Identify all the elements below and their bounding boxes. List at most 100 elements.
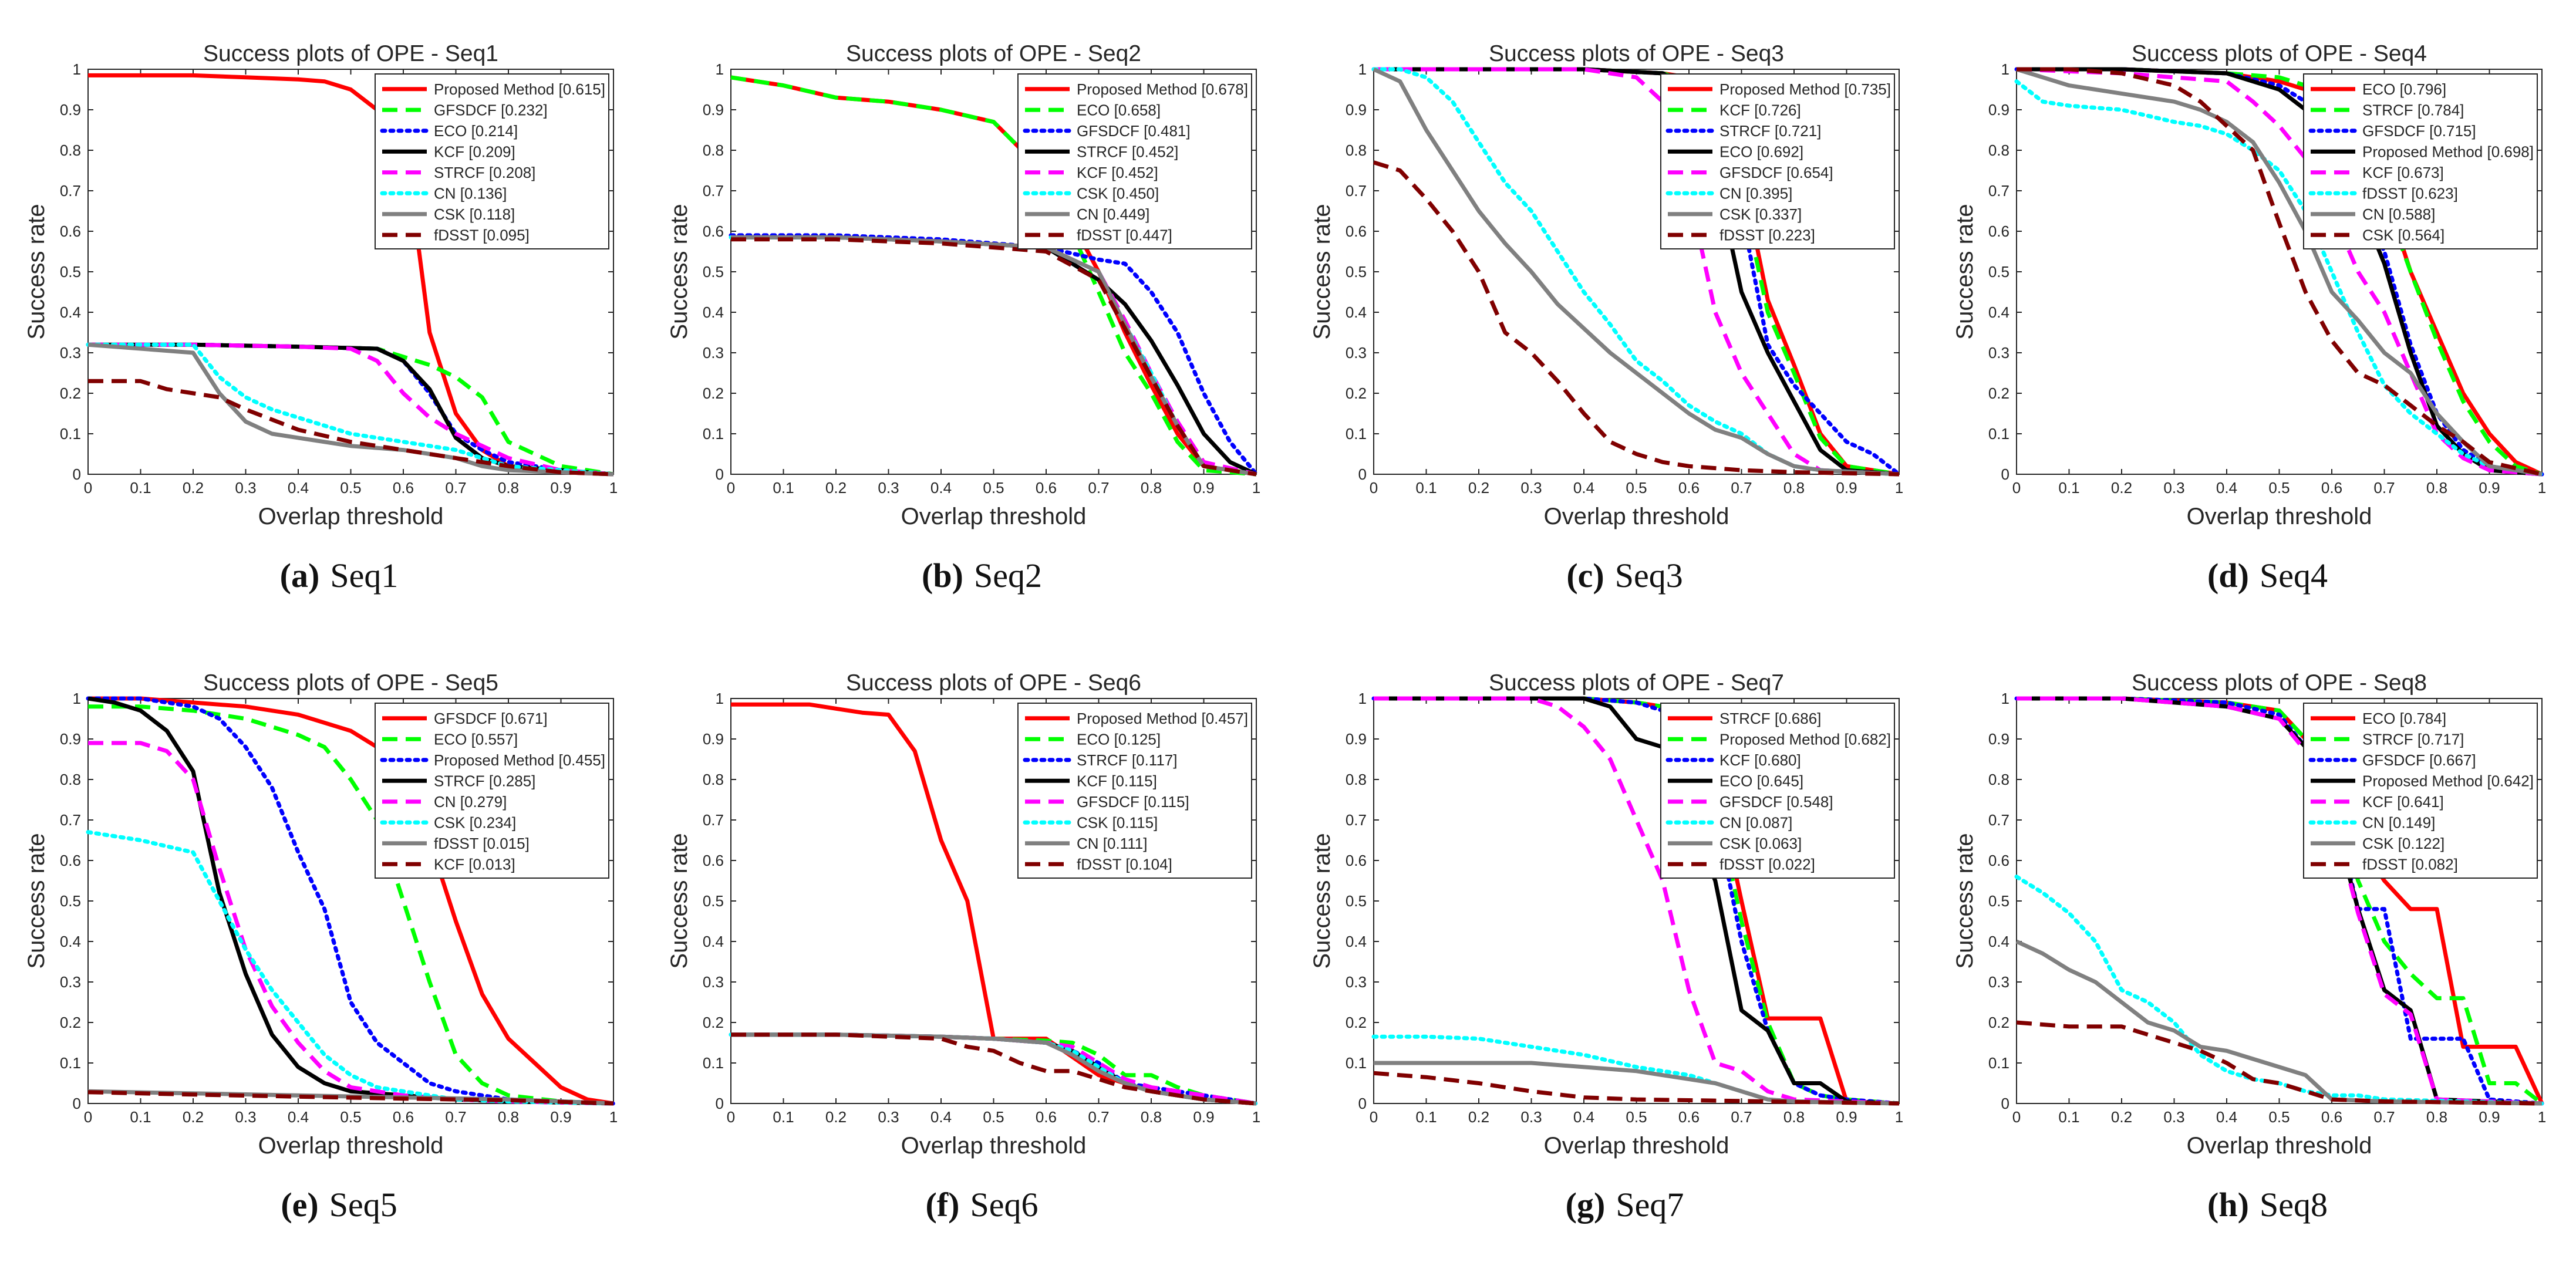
x-tick-label: 0.2 [1468, 1108, 1489, 1126]
y-tick-label: 0.8 [1988, 141, 2009, 159]
y-tick-label: 0.3 [1346, 973, 1367, 991]
y-tick-label: 0.8 [60, 771, 81, 788]
x-tick-label: 0.4 [2216, 479, 2237, 497]
y-tick-label: 0.9 [1346, 101, 1367, 119]
legend-box [1017, 73, 1252, 249]
series-line-eco [88, 704, 614, 1106]
legend-entry: Proposed Method [0.455] [434, 751, 605, 769]
x-tick-label: 0.9 [550, 479, 571, 497]
y-tick-label: 0.4 [1988, 303, 2009, 321]
panel-caption: (a) Seq1 [280, 556, 399, 595]
x-tick-label: 1 [609, 479, 618, 497]
x-tick-label: 0.6 [2321, 1108, 2342, 1126]
chart-title: Success plots of OPE - Seq6 [846, 670, 1141, 696]
x-tick-label: 0 [727, 1108, 735, 1126]
x-axis-label: Overlap threshold [1544, 504, 1729, 529]
x-tick-label: 1 [1252, 1108, 1260, 1126]
chart-title: Success plots of OPE - Seq7 [1489, 670, 1784, 696]
x-tick-label: 0.2 [825, 479, 847, 497]
legend-entry: STRCF [0.686] [1719, 710, 1821, 727]
y-tick-label: 0.4 [1346, 303, 1367, 321]
series-line-fdsst [2016, 1020, 2543, 1106]
y-axis-label: Success rate [23, 833, 49, 968]
x-tick-label: 0.4 [1573, 479, 1594, 497]
legend-entry: KCF [0.673] [2362, 164, 2444, 181]
x-tick-label: 0.9 [1836, 479, 1857, 497]
y-axis-label: Success rate [1309, 833, 1335, 968]
x-tick-label: 0.6 [1678, 1108, 1700, 1126]
x-tick-label: 0.7 [1088, 479, 1109, 497]
x-tick-label: 0.1 [130, 479, 151, 497]
legend-entry: CSK [0.115] [1077, 814, 1158, 831]
x-tick-label: 0.4 [288, 1108, 309, 1126]
y-tick-label: 0.3 [703, 973, 724, 991]
legend-entry: fDSST [0.223] [1719, 226, 1815, 244]
y-tick-label: 0.2 [1988, 1014, 2009, 1031]
y-tick-label: 0 [1358, 465, 1367, 483]
x-tick-label: 0.3 [878, 479, 899, 497]
legend-entry: CSK [0.234] [434, 814, 516, 831]
y-tick-label: 0.9 [1346, 730, 1367, 748]
x-tick-label: 0.7 [445, 1108, 466, 1126]
legend-entry: GFSDCF [0.232] [434, 101, 548, 119]
x-tick-label: 0.5 [2268, 1108, 2290, 1126]
x-axis-label: Overlap threshold [2187, 504, 2372, 529]
legend-entry: Proposed Method [0.457] [1077, 710, 1248, 727]
y-axis-label: Success rate [666, 833, 692, 968]
y-tick-label: 0.5 [1346, 263, 1367, 281]
y-tick-label: 0.7 [1346, 182, 1367, 200]
x-tick-label: 0.8 [1783, 1108, 1805, 1126]
y-tick-label: 0.6 [1988, 852, 2009, 869]
legend-entry: KCF [0.641] [2362, 793, 2444, 811]
y-tick-label: 0.8 [1346, 771, 1367, 788]
legend-box [375, 73, 609, 249]
y-tick-label: 0.7 [1988, 811, 2009, 829]
series-line-fdsst [88, 379, 614, 477]
legend-entry: ECO [0.658] [1077, 101, 1161, 119]
y-tick-label: 0.1 [703, 1054, 724, 1072]
x-tick-label: 0.8 [498, 1108, 519, 1126]
x-tick-label: 0.7 [445, 479, 466, 497]
legend-entry: GFSDCF [0.671] [434, 710, 548, 727]
x-tick-label: 0.1 [773, 1108, 794, 1126]
legend-entry: CSK [0.450] [1077, 184, 1159, 202]
x-tick-label: 0 [2012, 479, 2021, 497]
y-tick-label: 0.7 [60, 182, 81, 200]
x-tick-label: 0.9 [2479, 1108, 2500, 1126]
y-tick-label: 0.5 [1988, 263, 2009, 281]
x-tick-label: 0.2 [2111, 1108, 2132, 1126]
y-tick-label: 0.1 [1346, 1054, 1367, 1072]
y-tick-label: 0.5 [1988, 892, 2009, 910]
series-line-fdsst [731, 237, 1257, 477]
x-tick-label: 0.6 [2321, 479, 2342, 497]
y-tick-label: 0.8 [703, 771, 724, 788]
y-tick-label: 0.3 [1346, 344, 1367, 362]
legend-entry: CN [0.111] [1077, 835, 1147, 852]
legend-entry: STRCF [0.117] [1077, 751, 1177, 769]
chart-title: Success plots of OPE - Seq1 [203, 41, 498, 66]
legend-entry: CN [0.136] [434, 184, 507, 202]
legend-entry: fDSST [0.104] [1077, 855, 1172, 873]
y-tick-label: 0.1 [1988, 425, 2009, 443]
panel-caption-letter: (d) [2207, 556, 2249, 595]
x-tick-label: 0.3 [2163, 1108, 2184, 1126]
x-tick-label: 1 [1252, 479, 1260, 497]
panel-caption-text: Seq5 [329, 1186, 397, 1224]
x-tick-label: 0.7 [2373, 479, 2395, 497]
legend-entry: GFSDCF [0.667] [2362, 751, 2476, 769]
x-tick-label: 0.3 [1520, 479, 1542, 497]
panel-caption: (b) Seq2 [922, 556, 1042, 595]
x-tick-label: 0.6 [393, 1108, 414, 1126]
y-tick-label: 0.8 [60, 141, 81, 159]
legend-entry: CSK [0.564] [2362, 226, 2444, 244]
legend-entry: KCF [0.726] [1719, 101, 1801, 119]
y-tick-label: 0.4 [60, 933, 81, 950]
panel-caption: (h) Seq8 [2207, 1186, 2328, 1224]
x-tick-label: 0.1 [1415, 1108, 1437, 1126]
x-tick-label: 0.5 [983, 1108, 1004, 1126]
y-axis-label: Success rate [666, 204, 692, 339]
x-tick-label: 0.1 [773, 479, 794, 497]
y-tick-label: 0.3 [60, 973, 81, 991]
legend-box [2303, 73, 2538, 249]
legend-entry: KCF [0.013] [434, 855, 515, 873]
